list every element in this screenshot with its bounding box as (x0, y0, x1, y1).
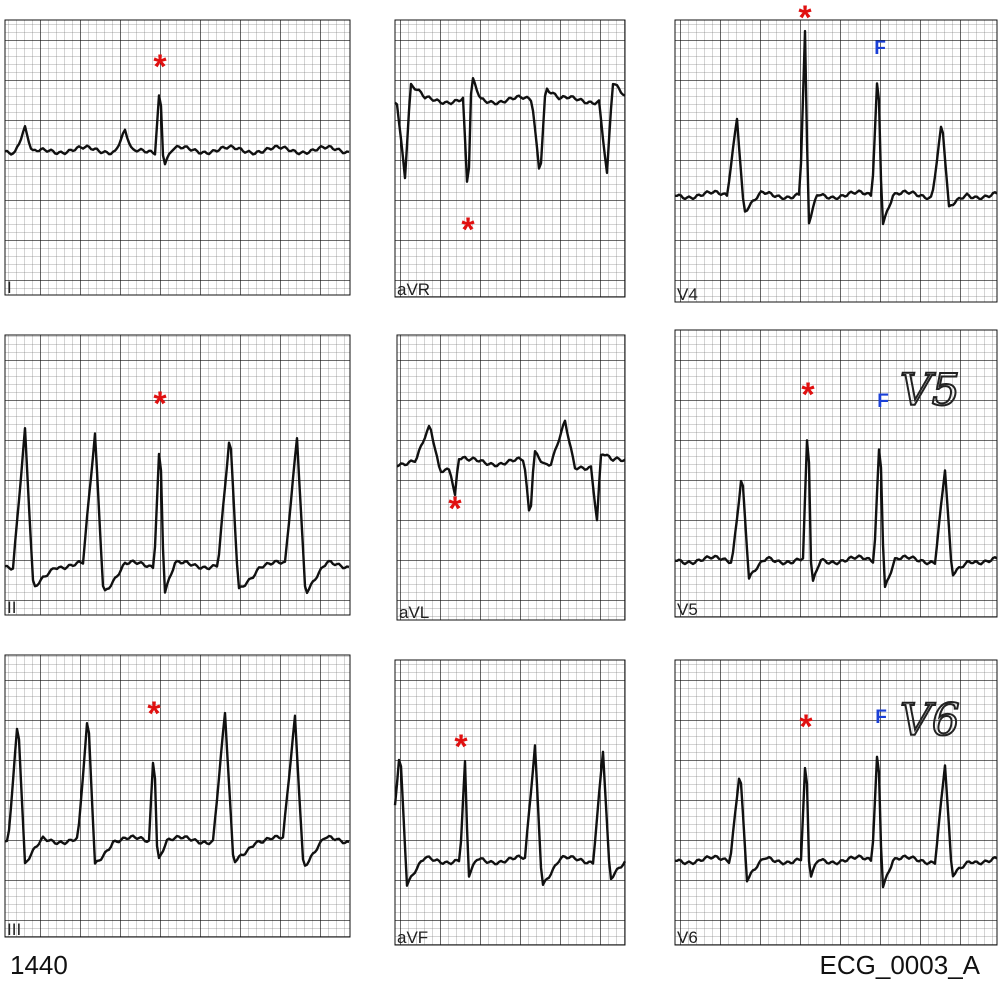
f-marker: F (877, 391, 889, 412)
lead-label: III (7, 920, 21, 939)
footer-left: 1440 (10, 950, 68, 980)
ecg-panel: aVF * (393, 659, 627, 947)
grid-paper (4, 19, 351, 296)
ecg-trace (675, 439, 998, 589)
lead-label: I (7, 278, 12, 297)
lead-label: V5 (677, 600, 698, 619)
ecg-panel: V6 * F (674, 659, 998, 947)
grid-paper (674, 19, 998, 303)
ecg-trace (675, 29, 998, 226)
grid-paper (394, 19, 626, 298)
ecg-trace (393, 744, 627, 887)
asterisk-marker: * (461, 211, 475, 249)
asterisk-marker: * (147, 695, 161, 733)
lead-label: aVF (397, 928, 428, 947)
lead-label: V6 (677, 928, 698, 947)
ecg-panel: aVL * (396, 334, 626, 622)
handwritten-note: V6 (900, 695, 960, 746)
footer-right: ECG_0003_A (820, 950, 981, 980)
f-marker: F (874, 38, 886, 59)
ecg-trace (394, 77, 626, 183)
asterisk-marker: * (153, 48, 167, 86)
handwritten-note: V5 (900, 365, 960, 416)
asterisk-marker: * (799, 708, 813, 746)
lead-label: aVL (399, 603, 429, 622)
asterisk-marker: * (448, 490, 462, 528)
grid-paper (674, 329, 998, 618)
asterisk-marker: * (798, 0, 812, 37)
grid-paper (396, 334, 626, 621)
ecg-panel: aVR * (394, 19, 626, 299)
ecg-panel: I* (4, 19, 351, 297)
lead-label: V4 (677, 285, 698, 304)
ecg-trace (4, 711, 350, 867)
grid-paper (674, 659, 998, 946)
asterisk-marker: * (153, 385, 167, 423)
grid-paper (4, 654, 351, 938)
ecg-panel: V4 * F (674, 0, 998, 304)
ecg-trace (4, 427, 350, 595)
ecg-trace (396, 419, 626, 522)
asterisk-marker: * (801, 376, 815, 414)
ecg-trace (675, 755, 998, 889)
lead-label: II (7, 598, 16, 617)
ecg-trace (4, 94, 350, 166)
grid-paper (394, 659, 626, 946)
lead-label: aVR (397, 280, 430, 299)
asterisk-marker: * (454, 728, 468, 766)
ecg-panel: III * (4, 654, 351, 939)
ecg-panel: V5 * F (674, 329, 998, 619)
ecg-panel: II * (4, 334, 351, 617)
f-marker: F (875, 707, 887, 728)
